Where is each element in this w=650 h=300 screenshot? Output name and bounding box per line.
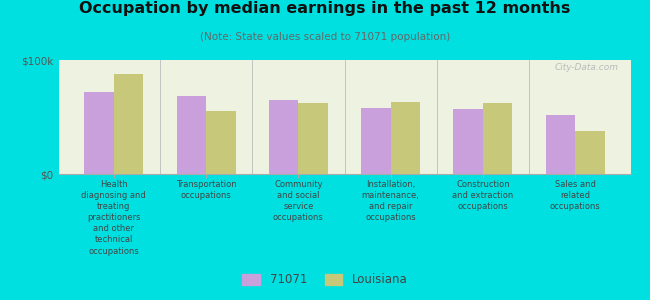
Bar: [545, 115, 575, 174]
Bar: [391, 102, 420, 174]
Text: (Note: State values scaled to 71071 population): (Note: State values scaled to 71071 popu…: [200, 32, 450, 41]
Bar: [269, 100, 298, 174]
Text: Health
diagnosing and
treating
practitioners
and other
technical
occupations: Health diagnosing and treating practitio…: [81, 180, 146, 256]
Text: Sales and
related
occupations: Sales and related occupations: [550, 180, 601, 211]
Bar: [575, 131, 604, 174]
Bar: [453, 109, 483, 174]
Text: Installation,
maintenance,
and repair
occupations: Installation, maintenance, and repair oc…: [361, 180, 419, 222]
Bar: [177, 97, 206, 174]
Bar: [206, 111, 236, 174]
Text: Transportation
occupations: Transportation occupations: [176, 180, 237, 200]
Bar: [483, 103, 512, 174]
Bar: [84, 92, 114, 174]
Text: City-Data.com: City-Data.com: [555, 63, 619, 72]
Text: Construction
and extraction
occupations: Construction and extraction occupations: [452, 180, 514, 211]
Legend: 71071, Louisiana: 71071, Louisiana: [238, 269, 412, 291]
Bar: [298, 103, 328, 174]
Text: Occupation by median earnings in the past 12 months: Occupation by median earnings in the pas…: [79, 2, 571, 16]
Bar: [114, 74, 144, 174]
Bar: [361, 108, 391, 174]
Text: Community
and social
service
occupations: Community and social service occupations: [273, 180, 324, 222]
